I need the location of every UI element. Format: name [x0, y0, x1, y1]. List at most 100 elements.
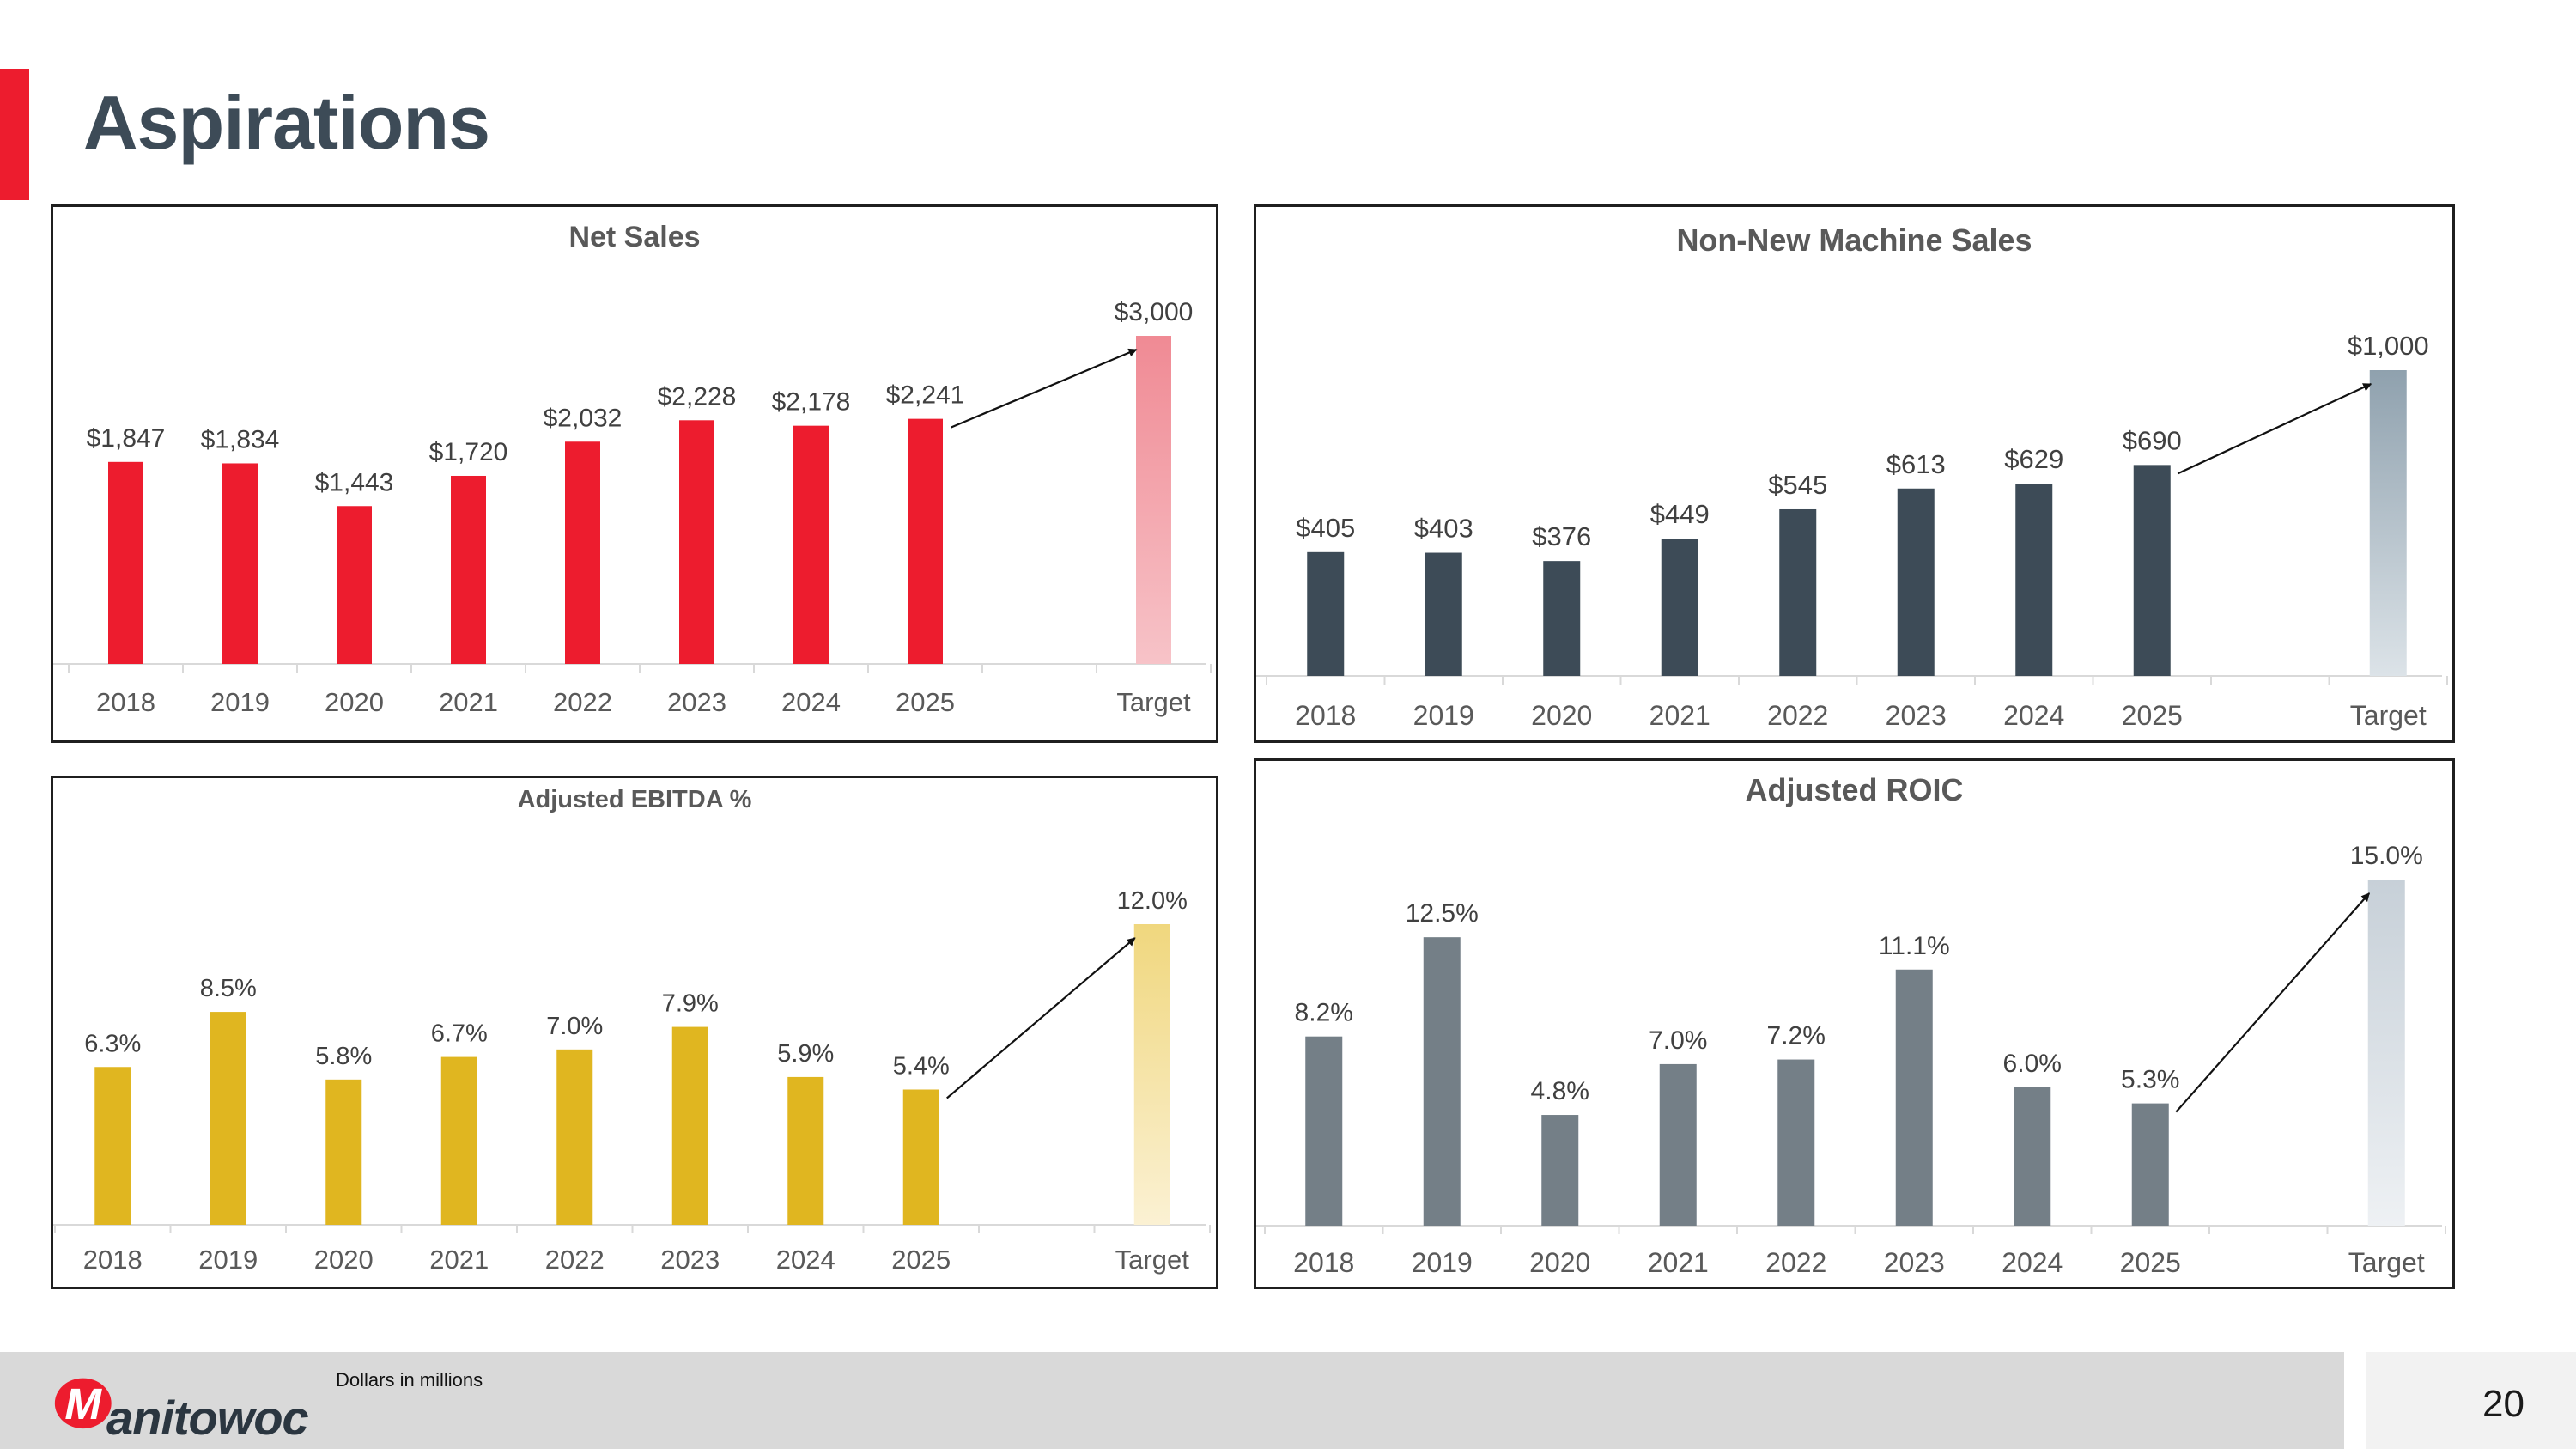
non-new-machine-sales-bar-2019: [1425, 552, 1462, 676]
adjusted-roic-bar-2018: [1305, 1036, 1343, 1226]
adjusted-roic-category-label: 2021: [1648, 1247, 1709, 1278]
net-sales-category-label: 2018: [96, 687, 155, 717]
adjusted-roic-data-label: 8.2%: [1295, 999, 1353, 1027]
net-sales-category-label: 2023: [667, 687, 726, 717]
adjusted-ebitda-data-label: 7.0%: [546, 1013, 603, 1040]
adjusted-ebitda-category-label: 2025: [891, 1245, 951, 1275]
non-new-machine-sales-category-label: 2025: [2122, 700, 2183, 731]
adjusted-ebitda-data-label: 6.3%: [84, 1030, 141, 1057]
adjusted-roic-category-label: 2024: [2002, 1247, 2063, 1278]
adjusted-roic-data-label: 12.5%: [1406, 899, 1479, 928]
adjusted-roic-chart: Adjusted ROIC 8.2% 2018 12.5% 2019 4.8% 2020 7.…: [1254, 758, 2455, 1289]
page-number: 20: [2482, 1383, 2524, 1425]
logo-mark-icon: M: [54, 1378, 112, 1428]
non-new-machine-sales-bar-2018: [1307, 551, 1345, 676]
non-new-machine-sales-data-label: $629: [2004, 444, 2063, 474]
net-sales-category-label: Target: [1116, 687, 1191, 717]
adjusted-ebitda-category-label: 2018: [83, 1245, 143, 1275]
page-title: Aspirations: [83, 80, 490, 165]
adjusted-ebitda-bar-2022: [556, 1049, 593, 1225]
adjusted-roic-category-label: 2023: [1884, 1247, 1945, 1278]
adjusted-ebitda-bar-2020: [325, 1079, 362, 1225]
net-sales-data-label: $1,720: [429, 438, 508, 466]
footnote: Dollars in millions: [336, 1369, 483, 1391]
non-new-machine-sales-title: Non-New Machine Sales: [1676, 222, 2032, 258]
net-sales-data-label: $2,228: [658, 382, 737, 411]
adjusted-roic-data-label: 7.0%: [1649, 1026, 1707, 1055]
adjusted-ebitda-bar-target: [1133, 924, 1170, 1225]
non-new-machine-sales-category-label: 2021: [1649, 700, 1710, 731]
adjusted-roic-bar-2021: [1659, 1063, 1697, 1226]
adjusted-ebitda-trend-arrow: [946, 937, 1136, 1099]
adjusted-roic-bar-target: [2367, 880, 2405, 1226]
adjusted-ebitda-data-label: 5.4%: [893, 1053, 950, 1081]
adjusted-ebitda-bar-2021: [440, 1056, 477, 1225]
adjusted-roic-bar-2024: [2014, 1087, 2051, 1226]
adjusted-ebitda-category-label: 2019: [198, 1245, 258, 1275]
non-new-machine-sales-category-label: 2019: [1413, 700, 1474, 731]
non-new-machine-sales-bar-2025: [2133, 465, 2171, 676]
net-sales-data-label: $3,000: [1115, 298, 1194, 326]
non-new-machine-sales-data-label: $449: [1650, 499, 1710, 529]
non-new-machine-sales-data-label: $690: [2123, 425, 2182, 455]
adjusted-ebitda-category-label: 2020: [314, 1245, 374, 1275]
net-sales-bar-2021: [451, 475, 486, 664]
net-sales-category-label: 2024: [781, 687, 841, 717]
net-sales-category-label: 2020: [325, 687, 384, 717]
net-sales-bar-2020: [337, 506, 372, 664]
non-new-machine-sales-category-label: 2024: [2003, 700, 2064, 731]
adjusted-roic-data-label: 5.3%: [2121, 1066, 2179, 1094]
adjusted-ebitda-bar-2024: [787, 1076, 824, 1225]
adjusted-ebitda-data-label: 6.7%: [431, 1020, 488, 1048]
adjusted-roic-svg: Adjusted ROIC 8.2% 2018 12.5% 2019 4.8% 2020 7.…: [1256, 772, 2446, 1278]
net-sales-bar-2023: [679, 420, 714, 664]
adjusted-roic-data-label: 6.0%: [2003, 1050, 2062, 1078]
adjusted-roic-category-label: 2018: [1293, 1247, 1354, 1278]
adjusted-roic-bar-2019: [1423, 937, 1461, 1226]
adjusted-roic-data-label: 15.0%: [2350, 842, 2423, 870]
adjusted-roic-category-label: 2025: [2120, 1247, 2181, 1278]
net-sales-bar-2024: [793, 425, 829, 664]
adjusted-roic-trend-arrow: [2175, 892, 2371, 1113]
adjusted-roic-bar-2022: [1777, 1059, 1815, 1226]
adjusted-roic-bar-2020: [1541, 1115, 1579, 1226]
adjusted-roic-category-label: 2020: [1529, 1247, 1590, 1278]
logo-wordmark: anitowoc: [106, 1391, 309, 1445]
adjusted-ebitda-svg: Adjusted EBITDA % 6.3% 2018 8.5% 2019 5.8% 202…: [53, 786, 1211, 1275]
adjusted-roic-bar-2025: [2131, 1103, 2169, 1226]
adjusted-ebitda-category-label: 2022: [545, 1245, 605, 1275]
adjusted-ebitda-bar-2018: [94, 1067, 131, 1225]
adjusted-roic-category-label: Target: [2348, 1247, 2425, 1278]
adjusted-ebitda-bar-2025: [902, 1089, 939, 1225]
adjusted-roic-data-label: 7.2%: [1767, 1022, 1826, 1050]
net-sales-category-label: 2021: [439, 687, 498, 717]
net-sales-bar-target: [1136, 336, 1171, 664]
non-new-machine-sales-bar-2024: [2015, 484, 2053, 676]
net-sales-data-label: $1,834: [201, 425, 280, 454]
non-new-machine-sales-category-label: 2022: [1767, 700, 1828, 731]
non-new-machine-sales-category-label: Target: [2350, 700, 2427, 731]
non-new-machine-sales-category-label: 2018: [1295, 700, 1356, 731]
net-sales-bar-2022: [565, 441, 600, 664]
non-new-machine-sales-data-label: $613: [1886, 449, 1946, 479]
net-sales-bar-2019: [222, 463, 258, 664]
footer-bar: M anitowoc Dollars in millions: [0, 1352, 2344, 1449]
non-new-machine-sales-data-label: $1,000: [2348, 331, 2429, 361]
adjusted-ebitda-chart: Adjusted EBITDA % 6.3% 2018 8.5% 2019 5.8% 202…: [51, 776, 1218, 1289]
non-new-machine-sales-category-label: 2023: [1886, 700, 1947, 731]
non-new-machine-sales-bar-2021: [1661, 539, 1698, 676]
net-sales-data-label: $2,241: [886, 381, 965, 410]
adjusted-ebitda-data-label: 8.5%: [200, 975, 257, 1002]
adjusted-ebitda-data-label: 7.9%: [662, 990, 719, 1018]
title-accent-bar: [0, 69, 29, 200]
adjusted-ebitda-category-label: 2023: [660, 1245, 720, 1275]
non-new-machine-sales-bar-target: [2369, 370, 2407, 676]
adjusted-ebitda-category-label: Target: [1115, 1245, 1190, 1275]
adjusted-ebitda-category-label: 2021: [429, 1245, 489, 1275]
non-new-machine-sales-data-label: $403: [1414, 514, 1473, 544]
adjusted-ebitda-data-label: 5.9%: [777, 1040, 834, 1068]
net-sales-title: Net Sales: [568, 221, 700, 253]
non-new-machine-sales-svg: Non-New Machine Sales $405 2018 $403 2019 $37…: [1256, 222, 2448, 731]
net-sales-trend-arrow: [951, 348, 1138, 429]
adjusted-ebitda-data-label: 12.0%: [1117, 887, 1188, 915]
